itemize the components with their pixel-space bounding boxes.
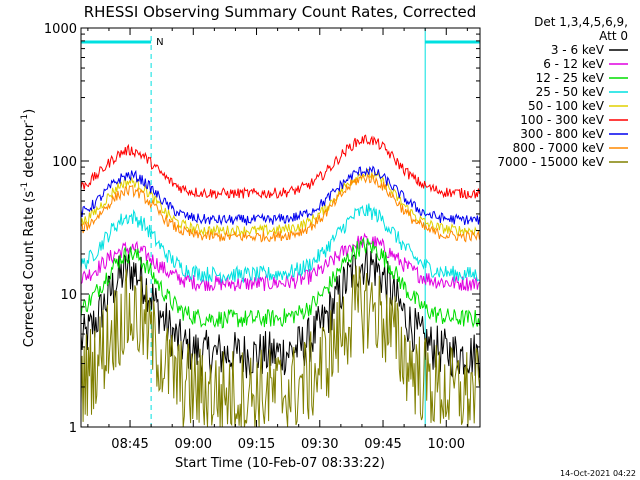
plot-area: N 08:45 09:00 09:15 09:30 09:45 10:00 1 10 100 10… [44, 22, 481, 452]
legend-label-1: 6 - 12 keV [543, 57, 605, 71]
svg-text:Corrected Count Rate (s-1 dete: Corrected Count Rate (s-1 detector-1) [20, 109, 37, 347]
plot-frame [80, 27, 481, 428]
x-tick-label-0: 08:45 [111, 437, 148, 452]
x-axis-label: Start Time (10-Feb-07 08:33:22) [175, 456, 385, 471]
legend-label-2: 12 - 25 keV [536, 71, 605, 85]
legend-label-5: 100 - 300 keV [520, 113, 604, 127]
legend-label-3: 25 - 50 keV [536, 85, 605, 99]
x-tick-label-3: 09:30 [301, 437, 338, 452]
x-tick-label-5: 10:00 [428, 437, 465, 452]
x-tick-label-1: 09:00 [175, 437, 212, 452]
night-label: N [156, 37, 163, 48]
y-tick-label-2: 100 [52, 155, 77, 170]
series-line-1 [80, 232, 480, 292]
timestamp: 14-Oct-2021 04:22 [560, 469, 636, 478]
series-line-3 [80, 203, 480, 285]
legend-label-0: 3 - 6 keV [551, 43, 605, 57]
y-tick-label-1: 10 [60, 288, 77, 303]
legend-label-4: 50 - 100 keV [528, 99, 605, 113]
legend-label-7: 800 - 7000 keV [513, 141, 605, 155]
legend-header-line-2: Att 0 [599, 29, 628, 43]
x-tick-label-2: 09:15 [238, 437, 275, 452]
y-tick-label-0: 1 [69, 421, 77, 436]
series-line-7 [80, 173, 480, 243]
series-line-8 [80, 265, 480, 428]
series-line-6 [80, 165, 480, 226]
legend-header-line-1: Det 1,3,4,5,6,9, [534, 15, 628, 29]
series-line-0 [80, 243, 480, 379]
y-axis-label: Corrected Count Rate (s-1 detector-1) [20, 109, 37, 347]
y-tick-label-3: 1000 [44, 22, 77, 37]
series-line-4 [80, 168, 480, 237]
legend-label-6: 300 - 800 keV [520, 127, 604, 141]
axis-ticks: 08:45 09:00 09:15 09:30 09:45 10:00 1 10 100 1000 [44, 22, 480, 452]
chart-title: RHESSI Observing Summary Count Rates, Co… [84, 3, 477, 21]
series-line-5 [80, 134, 480, 200]
x-tick-label-4: 09:45 [364, 437, 401, 452]
legend-label-8: 7000 - 15000 keV [497, 155, 604, 169]
series-line-2 [80, 236, 480, 329]
series-lines [80, 134, 480, 428]
